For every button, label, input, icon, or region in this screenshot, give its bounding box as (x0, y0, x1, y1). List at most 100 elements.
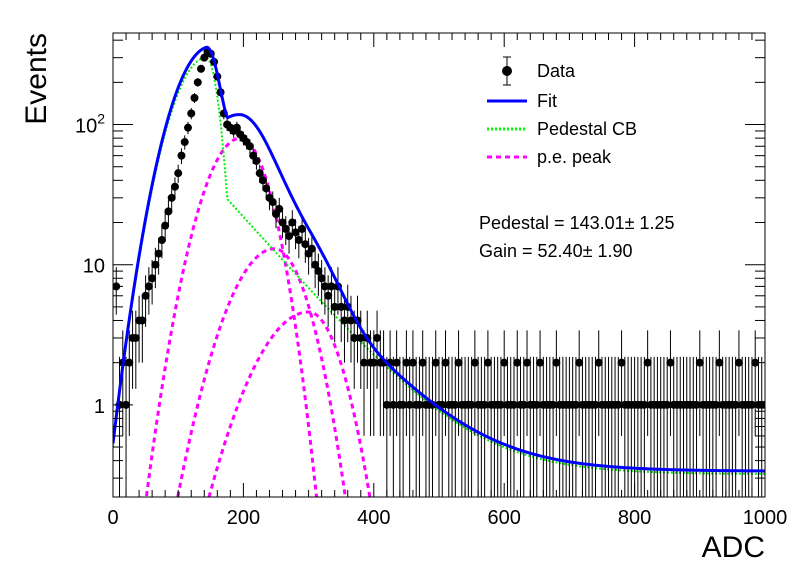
data-point (382, 356, 391, 497)
data-marker (291, 228, 300, 237)
data-marker (183, 123, 192, 132)
data-marker (500, 358, 509, 367)
data-point (415, 356, 424, 497)
data-marker (552, 358, 561, 367)
data-point (190, 93, 199, 103)
data-marker (496, 400, 505, 409)
data-point (715, 330, 724, 436)
data-marker (190, 93, 199, 102)
data-marker (167, 193, 176, 202)
pe-peak-curve-1 (144, 136, 319, 497)
data-point (399, 356, 408, 497)
data-marker (712, 400, 721, 409)
data-point (392, 330, 401, 436)
data-marker (666, 358, 675, 367)
data-marker (262, 184, 271, 193)
data-point (496, 356, 505, 497)
data-marker (532, 400, 541, 409)
x-tick-label: 200 (227, 507, 260, 529)
data-point (291, 219, 300, 250)
data-marker (441, 358, 450, 367)
annotations: Pedestal = 143.01± 1.25 Gain = 52.40± 1.9… (479, 213, 675, 261)
data-marker (327, 282, 336, 291)
data-marker (418, 358, 427, 367)
data-point (157, 225, 166, 259)
data-point (346, 295, 355, 363)
data-marker (734, 358, 743, 367)
data-marker (170, 182, 179, 191)
x-tick-label: 1000 (743, 507, 788, 529)
data-point (317, 260, 326, 305)
data-marker (177, 151, 186, 160)
data-point (200, 53, 209, 62)
data-marker (594, 358, 603, 367)
data-point (138, 295, 147, 363)
legend-entry: p.e. peak (487, 147, 612, 167)
data-point (177, 148, 186, 164)
data-marker (405, 400, 414, 409)
data-point (141, 275, 150, 327)
pedestal-cb-curve (113, 56, 765, 475)
data-point (712, 356, 721, 497)
pe-peak-curve-3 (207, 310, 372, 497)
data-point (614, 356, 623, 497)
data-marker (373, 333, 382, 342)
data-point (268, 191, 277, 215)
data-point (549, 356, 558, 497)
data-marker (193, 78, 202, 87)
data-marker (415, 400, 424, 409)
data-point (480, 356, 489, 497)
data-point (552, 330, 561, 436)
data-point (125, 330, 134, 436)
data-point (180, 135, 189, 150)
data-point (451, 356, 460, 497)
data-marker (311, 260, 320, 269)
data-point (285, 222, 294, 254)
data-marker (288, 218, 297, 227)
x-tick-label: 400 (357, 507, 390, 529)
data-marker (340, 316, 349, 325)
data-marker (187, 109, 196, 118)
data-marker (408, 358, 417, 367)
data-marker (692, 400, 701, 409)
data-point (532, 356, 541, 497)
data-marker (157, 236, 166, 245)
data-marker (154, 249, 163, 258)
legend-label: p.e. peak (537, 147, 612, 167)
data-marker (523, 358, 532, 367)
data-point (467, 356, 476, 497)
data-marker (360, 358, 369, 367)
plot-area (113, 45, 765, 497)
data-point (454, 330, 463, 436)
data-marker (715, 358, 724, 367)
data-point (663, 356, 672, 497)
data-point (275, 197, 284, 223)
legend-label: Pedestal CB (537, 119, 637, 139)
data-point (692, 356, 701, 497)
data-marker (454, 358, 463, 367)
data-marker (232, 123, 241, 132)
data-marker (337, 302, 346, 311)
data-marker (591, 400, 600, 409)
data-marker (617, 358, 626, 367)
data-marker (451, 400, 460, 409)
y-tick-label: 102 (75, 111, 105, 138)
data-marker (258, 176, 267, 185)
data-marker (382, 400, 391, 409)
data-marker (148, 274, 157, 283)
data-point (500, 330, 509, 436)
legend-swatch-marker (502, 66, 512, 76)
data-marker (125, 358, 134, 367)
data-marker (356, 333, 365, 342)
data-point (470, 330, 479, 436)
data-point (571, 356, 580, 497)
data-point (337, 284, 346, 343)
data-marker (402, 358, 411, 367)
data-point (617, 330, 626, 436)
legend-entry: Data (502, 56, 576, 86)
data-point (356, 310, 365, 389)
data-marker (695, 358, 704, 367)
data-point (431, 330, 440, 436)
data-marker (180, 138, 189, 147)
